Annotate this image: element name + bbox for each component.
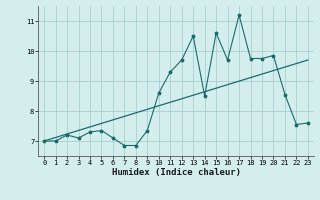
X-axis label: Humidex (Indice chaleur): Humidex (Indice chaleur) bbox=[111, 168, 241, 177]
